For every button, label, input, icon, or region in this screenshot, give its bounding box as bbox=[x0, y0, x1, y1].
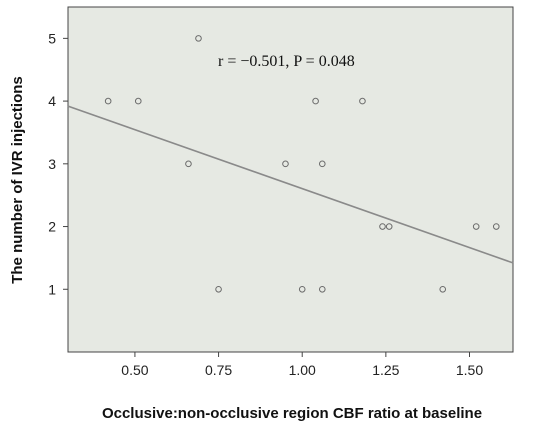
data-point bbox=[298, 285, 306, 293]
x-tick-label: 1.25 bbox=[372, 362, 399, 378]
x-axis-ticks: 0.50 0.75 1.00 1.25 1.50 bbox=[121, 352, 483, 378]
y-tick-label: 4 bbox=[48, 93, 56, 109]
data-point bbox=[318, 285, 326, 293]
data-point bbox=[472, 223, 480, 230]
data-point bbox=[215, 285, 222, 293]
x-tick-label: 0.75 bbox=[205, 362, 232, 378]
y-tick-label: 3 bbox=[48, 156, 56, 172]
correlation-annotation: r = −0.501, P = 0.048 bbox=[218, 53, 355, 70]
y-tick-label: 1 bbox=[48, 281, 56, 297]
y-axis-title: The number of IVR injections bbox=[9, 76, 26, 284]
data-point bbox=[312, 97, 319, 105]
data-point bbox=[104, 97, 112, 105]
data-point bbox=[439, 285, 447, 293]
data-point bbox=[379, 223, 386, 230]
x-axis-title: Occlusive:non-occlusive region CBF ratio… bbox=[102, 405, 482, 422]
x-tick-label: 1.00 bbox=[289, 362, 316, 378]
plot-area bbox=[67, 6, 514, 353]
y-axis-ticks: 1 2 3 4 5 bbox=[48, 30, 68, 297]
data-point bbox=[282, 160, 289, 168]
data-point bbox=[385, 223, 393, 230]
data-point bbox=[318, 160, 326, 168]
x-tick-label: 0.50 bbox=[121, 362, 148, 378]
data-point bbox=[185, 160, 192, 168]
data-point bbox=[492, 223, 500, 230]
regression-line bbox=[67, 105, 514, 264]
y-tick-label: 5 bbox=[48, 30, 56, 46]
y-tick-label: 2 bbox=[48, 219, 56, 235]
data-point bbox=[134, 97, 142, 105]
data-point bbox=[359, 97, 366, 105]
data-points bbox=[104, 35, 500, 293]
data-point bbox=[195, 35, 202, 42]
x-tick-label: 1.50 bbox=[456, 362, 483, 378]
